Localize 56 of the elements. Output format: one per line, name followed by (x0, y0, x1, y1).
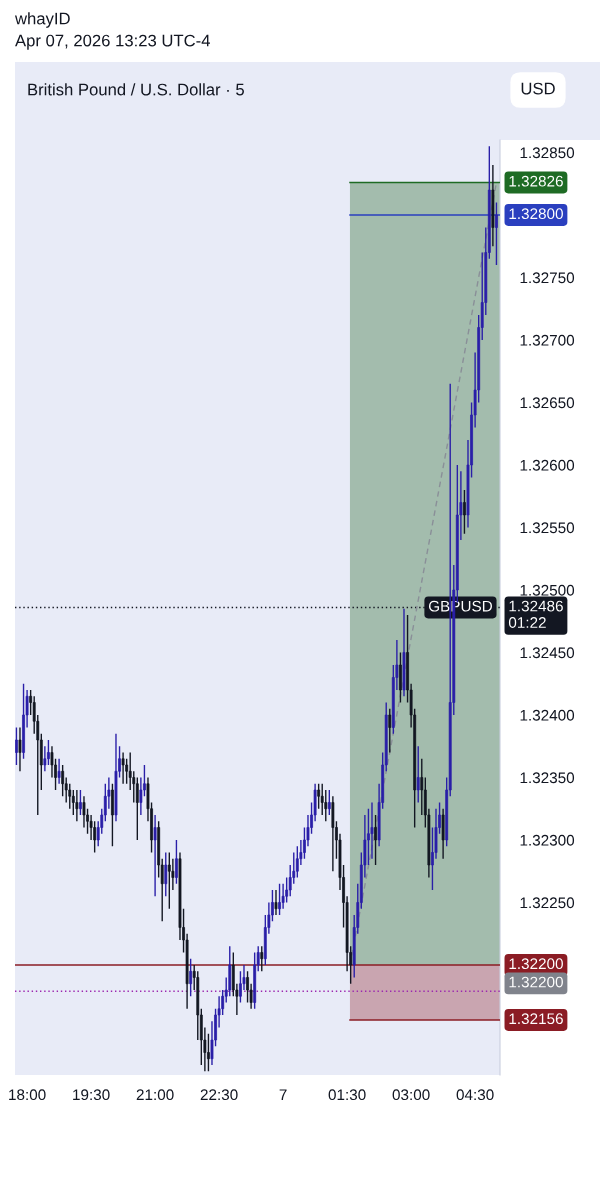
y-tick-label: 1.32450 (520, 647, 575, 659)
candlestick (274, 889, 278, 916)
x-tick-label: 19:30 (73, 1089, 110, 1101)
chart-subtitle: Apr 07, 2026 13:23 UTC-4 (15, 34, 210, 50)
candlestick (18, 726, 22, 772)
candlestick (399, 651, 402, 704)
y-tick-label: 1.32600 (520, 459, 575, 471)
candlestick (153, 814, 157, 897)
candlestick (495, 201, 498, 266)
candlestick (121, 751, 125, 785)
candlestick (374, 814, 377, 866)
candlestick (175, 839, 178, 885)
candlestick (260, 945, 264, 972)
y-tick-label: 1.32350 (520, 772, 575, 784)
x-tick-label: 7 (279, 1089, 287, 1100)
candlestick (388, 708, 392, 754)
x-tick-label: 21:00 (136, 1089, 174, 1101)
chart-title: British Pound / U.S. Dollar · 5 (28, 83, 244, 96)
candlestick (75, 789, 79, 822)
text: 1.32200 (509, 976, 563, 988)
candlestick (167, 851, 171, 910)
ref-line-label: 1.32200 (509, 958, 563, 970)
x-tick-label: 18:00 (9, 1089, 46, 1101)
x-tick-label: 04:30 (456, 1089, 494, 1101)
y-tick-label: 1.32550 (520, 522, 575, 534)
y-tick-label: 1.32500 (520, 584, 575, 596)
candlestick (317, 783, 321, 810)
candlestick (61, 764, 65, 797)
candlestick (111, 783, 114, 847)
candlestick (22, 683, 25, 760)
y-tick-label: 1.32650 (520, 397, 575, 409)
text: whayID (14, 12, 70, 28)
y-tick-label: 1.32250 (520, 897, 575, 909)
candlestick (164, 851, 168, 897)
text: USD (521, 82, 555, 95)
candlestick (57, 758, 61, 785)
ref-line-label: 1.32156 (509, 1013, 563, 1025)
x-tick-label: 22:30 (200, 1089, 238, 1101)
candlestick (15, 726, 18, 766)
ref-line-label: 1.32826 (509, 175, 563, 187)
ref-line-label: 1.32800 (509, 208, 563, 220)
candlestick (79, 789, 82, 816)
candlestick (327, 789, 331, 816)
y-tick-label: 1.32700 (520, 334, 575, 346)
x-tick-label: 03:00 (392, 1089, 430, 1101)
candlestick (420, 758, 424, 816)
candlestick (278, 883, 281, 916)
y-tick-label: 1.32400 (520, 709, 575, 721)
ref-line-label: 1.32486 01:22 (508, 600, 563, 628)
candlestick (463, 489, 466, 535)
y-tick-label: 1.32750 (520, 272, 575, 284)
candlestick (416, 745, 420, 804)
candlestick (135, 776, 139, 841)
x-tick-label: 01:30 (328, 1089, 366, 1101)
y-tick-label: 1.32300 (520, 834, 575, 846)
y-tick-label: 1.32850 (520, 147, 575, 159)
